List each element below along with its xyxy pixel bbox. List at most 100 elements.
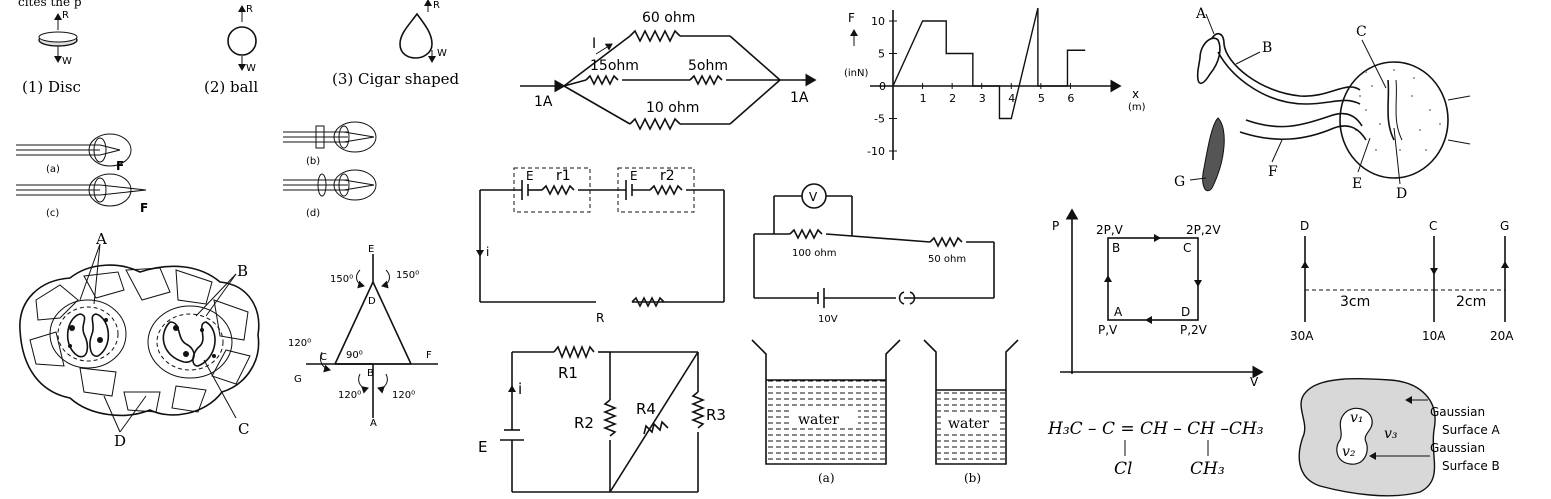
pv-corner-d: D [1181, 305, 1190, 319]
beaker-a: water (a) [751, 339, 901, 485]
angle-120-bottom-right: 120⁰ [392, 390, 415, 401]
pv-v-axis-label: V [1250, 375, 1259, 389]
input-current-label: 1A [534, 94, 553, 110]
parallel-resistor-circuit: 60 ohm 15ohm 5ohm 10 ohm I 1A 1A [520, 10, 817, 131]
chart-x-tick-label: 6 [1067, 92, 1074, 105]
plant-cells-panel: A B C D [19, 230, 260, 450]
wire-current-c: 10A [1422, 329, 1446, 343]
chart-origin-label: 0 [879, 80, 886, 93]
pv-p-axis-label: P [1052, 219, 1059, 233]
angle-120-left: 120⁰ [288, 338, 311, 349]
formula-main: H₃C – C = CH – CH –CH₃ [1047, 419, 1264, 439]
disc-caption: (1) Disc [22, 78, 81, 96]
clipped-top-text: cites the p [18, 0, 82, 9]
angle-150-left: 150⁰ [330, 274, 353, 285]
angle-force-diagram: E D C B G F A 150⁰ 150⁰ 120⁰ 90⁰ 120⁰ 12… [288, 244, 438, 429]
cell-label-d: D [114, 432, 126, 450]
chart-x-tick-label: 5 [1038, 92, 1045, 105]
external-r-label: R [596, 311, 604, 325]
cell-label-b: B [237, 262, 248, 280]
chemical-formula: H₃C – C = CH – CH –CH₃ Cl CH₃ [1047, 419, 1264, 479]
ball-shape: R W [227, 4, 257, 74]
cigar-r-label: R [433, 0, 440, 11]
wire-distance-cg: 2cm [1456, 294, 1486, 310]
angle-label-d: D [368, 296, 376, 307]
reflex-arc-diagram: A B C D E F G [1174, 6, 1471, 202]
gauss-a-line2: Surface A [1442, 423, 1501, 437]
battery-10v-label: 10V [818, 314, 838, 325]
beaker-a-caption: (a) [818, 471, 835, 485]
angle-label-a: A [370, 418, 377, 429]
r10-label: 10 ohm [646, 100, 699, 116]
angle-label-f: F [426, 350, 432, 361]
chart-x-label: x [1132, 87, 1139, 101]
eye-c-f-label: F [140, 201, 148, 215]
cigar-caption: (3) Cigar shaped [332, 70, 460, 88]
falling-shapes-panel: R W (1) Disc R W (2) ball R W (3) Cigar … [22, 0, 460, 96]
gauss-v2: v₂ [1342, 444, 1356, 460]
nerve-label-b: B [1262, 40, 1272, 56]
gauss-v3: v₃ [1384, 426, 1398, 442]
formula-ch3: CH₃ [1190, 459, 1225, 479]
chart-y-label: F [848, 11, 855, 25]
gauss-a-line1: Gaussian [1430, 405, 1485, 419]
beakers-panel: water (a) water (b) [751, 339, 1019, 485]
cell2-e-label: E [630, 169, 638, 183]
bridge-r4-label: R4 [636, 400, 656, 418]
output-current-label: 1A [790, 90, 809, 106]
nerve-label-d: D [1396, 186, 1407, 202]
disc-r-label: R [62, 10, 69, 21]
r60-label: 60 ohm [642, 10, 695, 26]
current-i-label: I [592, 36, 596, 52]
nerve-label-c: C [1356, 24, 1367, 40]
pv-cycle-diagram: P V 2P,V 2P,2V P,V P,2V B C A D [1052, 208, 1264, 389]
eye-diagrams-panel: F (a) F (c) (b) [16, 121, 377, 219]
bridge-r3-label: R3 [706, 406, 726, 424]
r100-label: 100 ohm [792, 248, 836, 259]
voltmeter-circuit: V 100 ohm 50 ohm 10V [753, 183, 995, 325]
beaker-b-caption: (b) [964, 471, 981, 485]
force-displacement-chart: F (inN) x (m) 10 5 0 -5 -10 1 2 3 4 5 6 [844, 7, 1146, 160]
wire-label-c: C [1429, 219, 1437, 233]
wire-distance-dc: 3cm [1340, 294, 1370, 310]
angle-label-g: G [294, 374, 302, 385]
ball-w-label: W [246, 63, 256, 74]
r50-label: 50 ohm [928, 254, 966, 265]
angle-label-c: C [320, 352, 327, 363]
beaker-b-water-label: water [948, 416, 989, 432]
wire-label-g: G [1500, 219, 1509, 233]
pv-point-b-value: 2P,V [1096, 223, 1124, 237]
angle-90: 90⁰ [346, 350, 363, 361]
series-current-label: i [486, 245, 489, 259]
pv-point-a-value: P,V [1098, 323, 1118, 337]
bridge-r2-label: R2 [574, 414, 594, 432]
eye-d-label: (d) [306, 208, 320, 219]
cigar-shape: R W [399, 0, 447, 63]
eye-c: F (c) [16, 173, 148, 219]
cell1-e-label: E [526, 169, 534, 183]
wire-label-d: D [1300, 219, 1309, 233]
chart-x-tick-label: 3 [979, 92, 986, 105]
chart-x-tick-label: 4 [1008, 92, 1015, 105]
chart-y-tick-label: 10 [871, 15, 885, 28]
cell-label-a: A [95, 230, 107, 248]
gauss-b-line1: Gaussian [1430, 441, 1485, 455]
nerve-label-e: E [1352, 176, 1362, 192]
eye-b: (b) [283, 121, 377, 167]
r15-label: 15ohm [590, 58, 639, 74]
chart-y-tick-label: 5 [878, 48, 885, 61]
nerve-label-a: A [1195, 6, 1207, 22]
disc-w-label: W [62, 56, 72, 67]
pv-point-c-value: 2P,2V [1186, 223, 1221, 237]
bridge-r1-label: R1 [558, 364, 578, 382]
cigar-w-label: W [437, 48, 447, 59]
gaussian-surfaces-diagram: v₁ v₂ v₃ Gaussian Surface A Gaussian Sur… [1298, 377, 1501, 497]
voltmeter-v-label: V [809, 190, 818, 204]
beaker-b: water (b) [923, 339, 1019, 485]
r2-internal-label: r2 [660, 168, 675, 184]
pv-corner-b: B [1112, 241, 1120, 255]
angle-label-b: B [367, 368, 374, 379]
ball-caption: (2) ball [204, 78, 258, 96]
eye-a-f-label: F [116, 159, 124, 173]
